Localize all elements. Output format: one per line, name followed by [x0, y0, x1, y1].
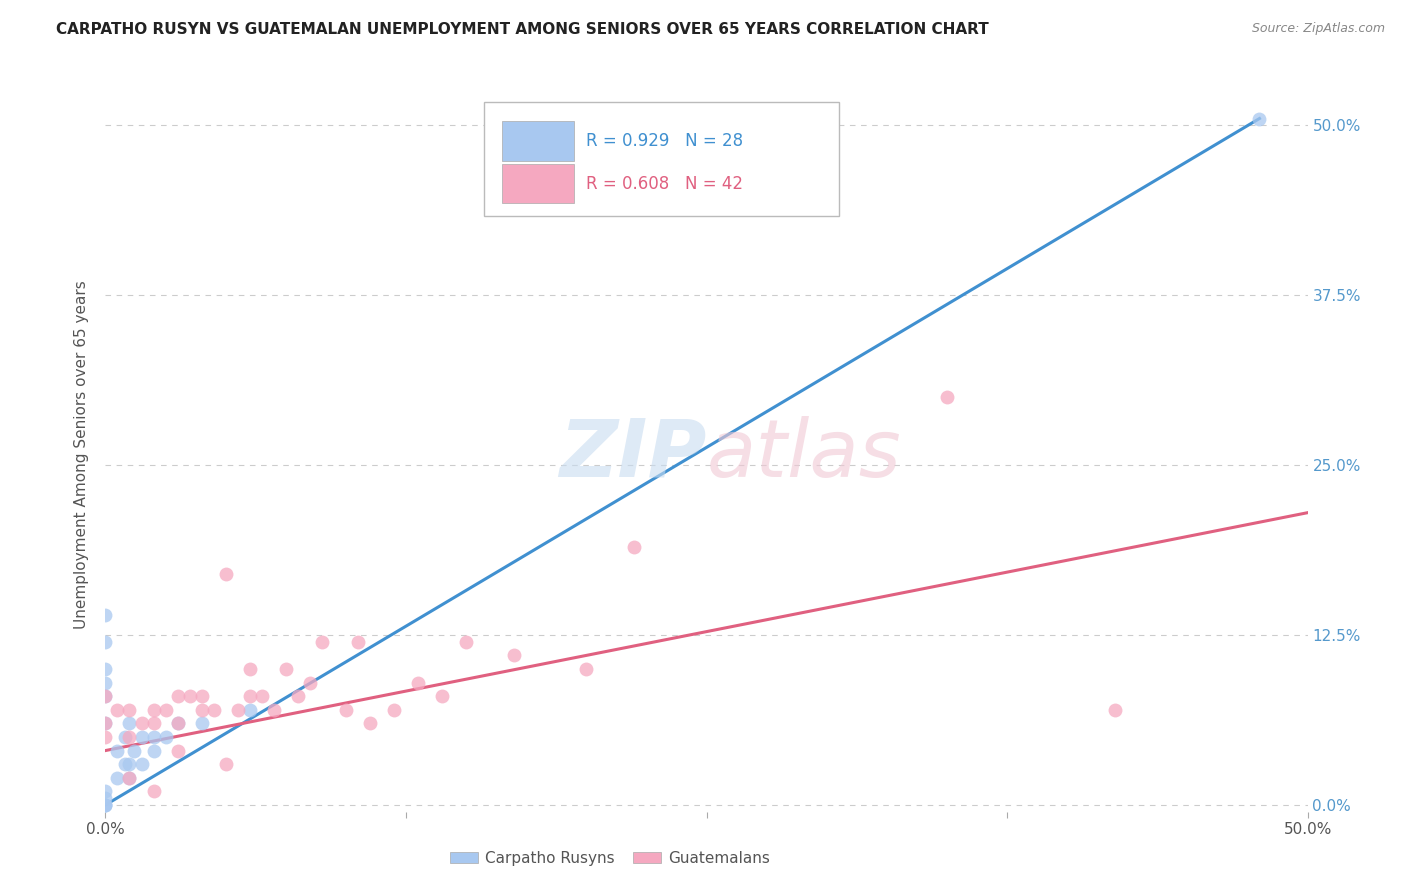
Y-axis label: Unemployment Among Seniors over 65 years: Unemployment Among Seniors over 65 years [75, 281, 90, 629]
Point [166, 716, 188, 731]
Point [118, 771, 141, 785]
Point [190, 689, 212, 703]
Point [94, 716, 117, 731]
Point [335, 703, 357, 717]
Point [347, 635, 370, 649]
Point [274, 662, 297, 676]
Text: R = 0.929   N = 28: R = 0.929 N = 28 [586, 132, 744, 150]
Point [575, 662, 598, 676]
Point [214, 566, 236, 581]
Point [142, 703, 165, 717]
Point [94, 607, 117, 622]
Point [118, 730, 141, 744]
Point [359, 716, 381, 731]
FancyBboxPatch shape [502, 164, 574, 203]
Point [155, 730, 177, 744]
Text: R = 0.608   N = 42: R = 0.608 N = 42 [586, 175, 744, 193]
Point [118, 757, 141, 772]
Point [1104, 703, 1126, 717]
Point [118, 716, 141, 731]
Point [94, 689, 117, 703]
Point [94, 675, 117, 690]
Point [166, 716, 188, 731]
Point [131, 730, 153, 744]
Point [131, 757, 153, 772]
Point [1249, 112, 1271, 126]
Point [454, 635, 477, 649]
Point [114, 757, 136, 772]
Point [94, 662, 117, 676]
Point [142, 716, 165, 731]
Point [166, 689, 188, 703]
Point [166, 743, 188, 757]
Point [107, 771, 129, 785]
FancyBboxPatch shape [484, 102, 839, 216]
Point [107, 743, 129, 757]
Point [118, 771, 141, 785]
Point [190, 703, 212, 717]
Point [623, 540, 645, 554]
Text: Source: ZipAtlas.com: Source: ZipAtlas.com [1251, 22, 1385, 36]
Point [406, 675, 429, 690]
Text: atlas: atlas [707, 416, 901, 494]
Point [94, 797, 117, 812]
Point [142, 730, 165, 744]
Point [94, 689, 117, 703]
Point [239, 703, 262, 717]
Point [311, 635, 333, 649]
Point [226, 703, 249, 717]
Point [94, 635, 117, 649]
Point [94, 716, 117, 731]
Point [142, 784, 165, 798]
Point [94, 797, 117, 812]
Point [382, 703, 405, 717]
Point [202, 703, 225, 717]
Point [114, 730, 136, 744]
Point [503, 648, 526, 663]
Point [936, 390, 959, 404]
Point [239, 662, 262, 676]
Point [239, 689, 262, 703]
Point [94, 784, 117, 798]
Point [131, 716, 153, 731]
Point [250, 689, 273, 703]
Point [94, 791, 117, 805]
Text: CARPATHO RUSYN VS GUATEMALAN UNEMPLOYMENT AMONG SENIORS OVER 65 YEARS CORRELATIO: CARPATHO RUSYN VS GUATEMALAN UNEMPLOYMEN… [56, 22, 988, 37]
Text: ZIP: ZIP [560, 416, 707, 494]
FancyBboxPatch shape [502, 121, 574, 161]
Point [124, 743, 146, 757]
Point [94, 797, 117, 812]
Point [214, 757, 236, 772]
Point [94, 730, 117, 744]
Point [263, 703, 285, 717]
Point [298, 675, 321, 690]
Point [118, 703, 141, 717]
Point [155, 703, 177, 717]
Point [107, 703, 129, 717]
Point [179, 689, 201, 703]
Point [190, 716, 212, 731]
Legend: Carpatho Rusyns, Guatemalans: Carpatho Rusyns, Guatemalans [444, 845, 776, 871]
Point [287, 689, 309, 703]
Point [142, 743, 165, 757]
Point [430, 689, 453, 703]
